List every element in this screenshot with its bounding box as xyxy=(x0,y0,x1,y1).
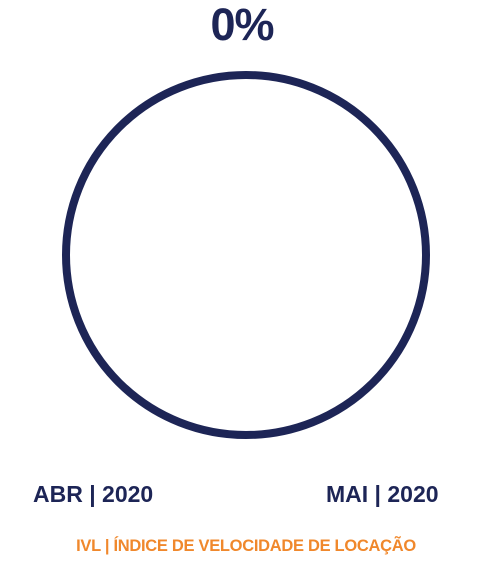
chart-title: IVL | ÍNDICE DE VELOCIDADE DE LOCAÇÃO xyxy=(76,537,416,555)
gauge-ring xyxy=(62,71,430,439)
period-start-label: ABR | 2020 xyxy=(33,481,154,507)
period-end-label: MAI | 2020 xyxy=(326,481,439,507)
value-percentage-label: 0% xyxy=(210,0,274,50)
